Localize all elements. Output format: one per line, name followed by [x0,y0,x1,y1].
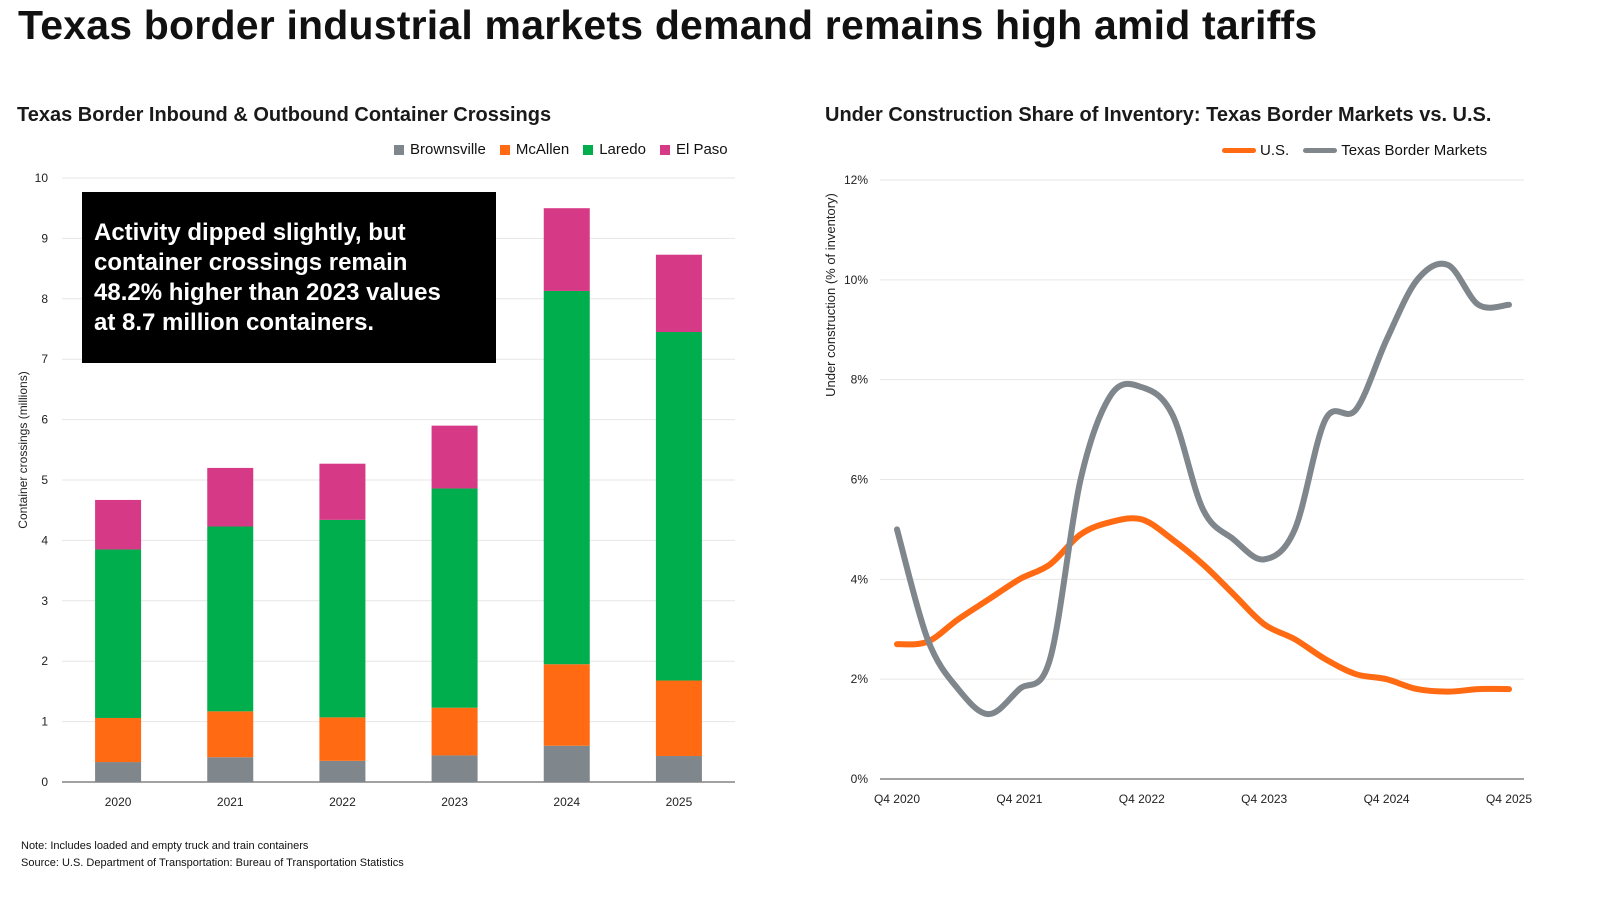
bar-segment-el-paso [543,208,590,291]
bar-segment-laredo [95,549,142,718]
bar-segment-mcallen [95,717,142,763]
bar-segment-mcallen [543,664,590,746]
x-tick-label: Q4 2023 [1241,792,1287,806]
legend-item-texas-border: Texas Border Markets [1303,142,1487,159]
legend-item-us: U.S. [1222,142,1289,159]
line-chart-legend: U.S. Texas Border Markets [1222,142,1487,159]
bar-chart-title: Texas Border Inbound & Outbound Containe… [17,104,552,126]
bar-chart-legend: Brownsville McAllen Laredo El Paso [394,141,728,158]
y-tick-label: 9 [41,231,48,245]
legend-swatch-el-paso [659,144,670,155]
y-tick-label: 0% [851,772,869,786]
notes: Note: Includes loaded and empty truck an… [21,838,404,872]
bar-segment-brownsville [95,762,142,782]
x-tick-label: 2022 [329,795,356,809]
bar-segment-brownsville [431,755,478,782]
callout-line: container crossings remain [94,249,408,276]
callout-line: 48.2% higher than 2023 values [94,279,441,306]
callout-line: at 8.7 million containers. [94,309,375,336]
bar-segment-mcallen [207,711,254,758]
y-axis-title: Container crossings (millions) [16,371,30,528]
y-tick-label: 6 [41,413,48,427]
page-title: Texas border industrial markets demand r… [18,2,1318,48]
bar-segment-laredo [431,488,478,708]
y-tick-label: 10% [844,273,868,287]
series-line-u-s [894,515,1512,695]
x-tick-label: Q4 2022 [1119,792,1165,806]
legend-swatch-brownsville [394,144,404,155]
y-tick-label: 8% [851,373,869,387]
bar-segment-laredo [319,519,366,718]
source-text: Source: U.S. Department of Transportatio… [21,857,404,869]
y-axis-title: Under construction (% of inventory) [823,193,838,397]
bar-segment-el-paso [319,463,366,520]
y-tick-label: 1 [41,715,48,729]
legend-item-el-paso: El Paso [659,141,728,158]
callout-line: Activity dipped slightly, but [94,219,406,246]
x-tick-label: Q4 2025 [1486,792,1532,806]
y-tick-label: 10 [35,171,49,185]
legend-label-texas-border: Texas Border Markets [1341,142,1488,159]
x-tick-label: 2020 [105,795,132,809]
legend-swatch-laredo [583,144,594,155]
y-tick-label: 6% [851,473,869,487]
legend-item-laredo: Laredo [583,141,646,158]
bar-segment-mcallen [319,717,366,761]
y-tick-label: 3 [41,594,48,608]
bar-segment-brownsville [319,760,366,782]
y-tick-label: 5 [41,473,48,487]
legend-swatch-texas-border [1303,148,1338,153]
y-tick-label: 0 [41,775,48,789]
bar-segment-el-paso [655,254,702,333]
bar-segment-brownsville [655,756,702,782]
x-tick-label: Q4 2024 [1364,792,1410,806]
line-chart-title: Under Construction Share of Inventory: T… [825,104,1492,126]
x-tick-label: Q4 2021 [996,792,1042,806]
x-tick-label: 2021 [217,795,244,809]
y-tick-label: 4 [41,533,48,547]
legend-label-laredo: Laredo [599,141,646,158]
legend-item-brownsville: Brownsville [394,141,486,158]
x-tick-label: 2023 [441,795,468,809]
x-tick-label: 2025 [666,795,693,809]
bar-segment-el-paso [207,467,254,527]
legend-label-us: U.S. [1260,142,1290,159]
bar-segment-el-paso [431,425,478,489]
y-tick-label: 8 [41,292,48,306]
bar-segment-mcallen [655,680,702,757]
legend-swatch-us [1222,148,1256,153]
bar-segment-brownsville [207,757,254,782]
bar-segment-laredo [655,332,702,681]
y-tick-label: 7 [41,352,48,366]
y-tick-label: 4% [851,572,869,586]
legend-label-brownsville: Brownsville [410,141,486,158]
legend-item-mcallen: McAllen [499,141,570,158]
legend-swatch-mcallen [499,144,510,155]
bar-segment-brownsville [543,745,590,782]
x-tick-label: Q4 2020 [874,792,920,806]
series-line-texas-border-markets [894,260,1512,718]
legend-label-mcallen: McAllen [515,141,570,158]
callout-box: Activity dipped slightly, but container … [82,192,496,363]
y-tick-label: 2% [851,672,869,686]
bar-segment-laredo [543,290,590,665]
legend-label-el-paso: El Paso [675,141,728,158]
y-tick-label: 2 [41,654,48,668]
bar-segment-laredo [207,526,254,712]
x-tick-label: 2024 [553,795,580,809]
bar-segment-el-paso [95,499,142,550]
bar-segment-mcallen [431,707,478,756]
note-text: Note: Includes loaded and empty truck an… [21,840,309,852]
y-tick-label: 12% [844,173,868,187]
